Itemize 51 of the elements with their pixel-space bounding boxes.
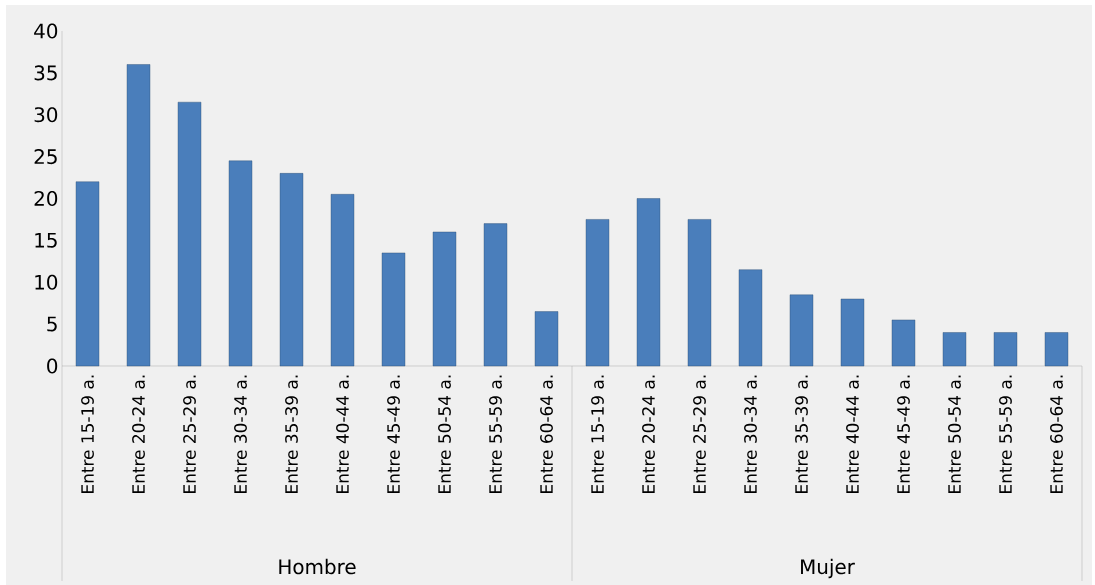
bar <box>993 332 1018 367</box>
x-tick-label: Entre 15-19 a. <box>81 375 94 493</box>
x-tick-label: Entre 55-59 a. <box>489 375 502 493</box>
x-tick-label: Entre 60-64 a. <box>1050 375 1063 493</box>
text: Hombre <box>279 558 356 575</box>
text: Mujer <box>801 558 855 579</box>
bar <box>534 311 559 367</box>
bar <box>75 181 100 367</box>
x-tick-label: Entre 45-49 a. <box>897 375 910 493</box>
bar <box>942 332 967 367</box>
x-tick-label: Entre 30-34 a. <box>234 375 247 493</box>
y-tick-label: 35 <box>34 65 57 81</box>
x-tick-label: Entre 45-49 a. <box>387 375 400 493</box>
y-tick-label: 20 <box>34 190 58 207</box>
y-tick-label: 25 <box>34 149 57 165</box>
bar <box>687 219 712 367</box>
x-tick-label: Entre 55-59 a. <box>999 375 1012 493</box>
x-tick-label: Entre 15-19 a. <box>591 375 604 493</box>
x-tick-label: Entre 20-24 a. <box>642 375 655 493</box>
x-tick-label: Entre 20-24 a. <box>132 375 145 493</box>
bar <box>636 198 661 367</box>
bar <box>126 64 151 367</box>
bar <box>177 101 202 367</box>
bar <box>585 219 610 367</box>
bar <box>432 231 457 367</box>
x-tick-label: Entre 50-54 a. <box>438 375 451 493</box>
x-tick-label: Entre 25-29 a. <box>693 375 706 493</box>
y-tick-label: 40 <box>34 23 58 39</box>
bar <box>789 294 814 367</box>
bar <box>891 319 916 367</box>
x-tick-label: Entre 40-44 a. <box>336 375 349 493</box>
bar <box>738 269 763 367</box>
x-tick-label: Entre 25-29 a. <box>183 375 196 493</box>
bar <box>840 298 865 367</box>
x-tick-label: Entre 60-64 a. <box>540 375 553 493</box>
y-tick-label: 5 <box>47 316 57 332</box>
bar <box>381 252 406 367</box>
bar <box>279 173 304 367</box>
y-tick-label: 0 <box>47 358 58 374</box>
x-tick-label: Entre 30-34 a. <box>744 375 757 493</box>
bar <box>228 160 253 367</box>
y-tick-label: 10 <box>35 274 58 290</box>
y-tick-label: 15 <box>35 232 57 248</box>
bar <box>1044 332 1069 367</box>
x-tick-label: Entre 35-39 a. <box>285 375 298 493</box>
bar <box>330 194 355 367</box>
y-tick-label: 30 <box>34 107 58 123</box>
x-tick-label: Entre 50-54 a. <box>948 375 961 493</box>
bar <box>483 223 508 367</box>
x-tick-label: Entre 35-39 a. <box>795 375 808 493</box>
x-tick-label: Entre 40-44 a. <box>846 375 859 493</box>
